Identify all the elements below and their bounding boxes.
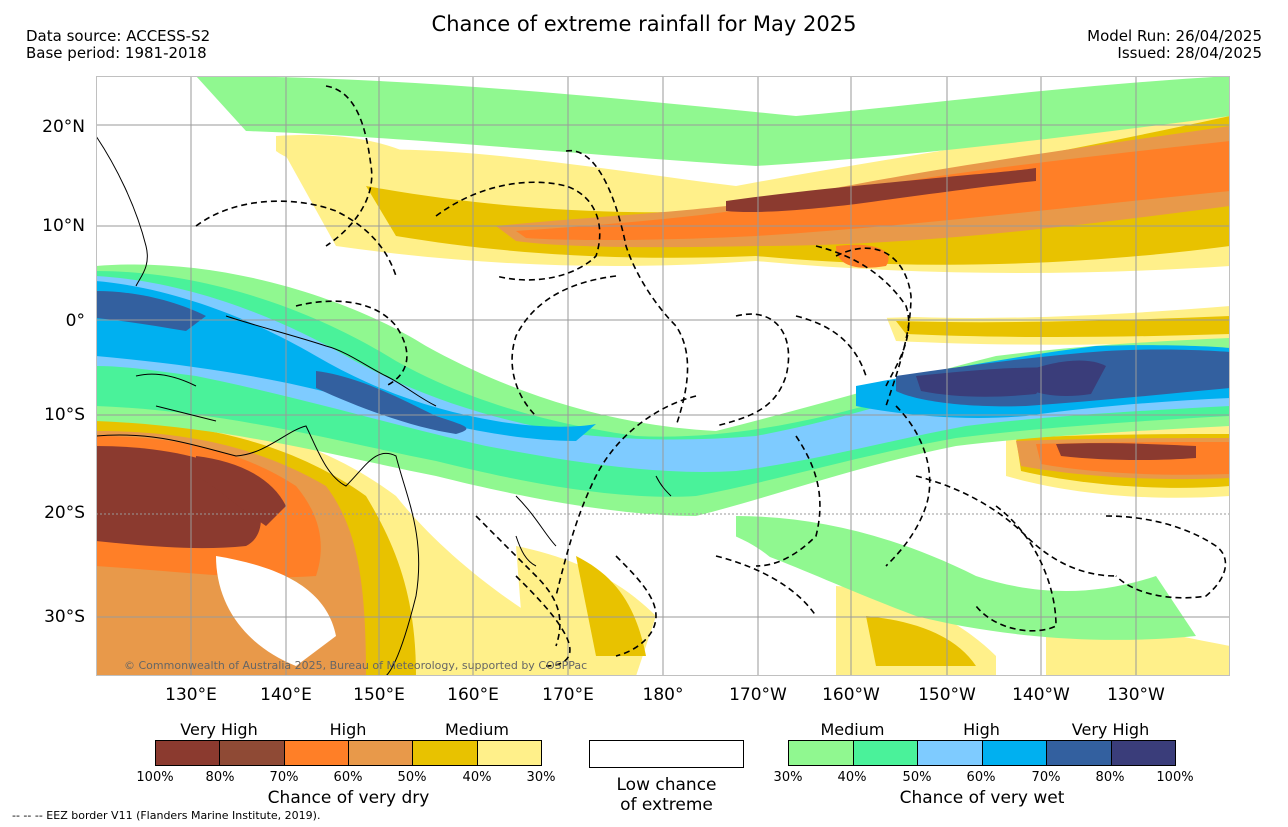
dry-tick-70: 70%: [269, 770, 299, 785]
dry-swatch-40-30: [477, 741, 541, 765]
eez-borders: [195, 85, 1227, 667]
copyright-text: © Commonwealth of Australia 2025, Bureau…: [124, 659, 588, 672]
dry-tick-100: 100%: [136, 770, 174, 785]
wet-legend-title: Chance of very wet: [899, 788, 1065, 808]
map-title: Chance of extreme rainfall for May 2025: [431, 12, 857, 36]
dry-category-high: High: [329, 720, 367, 739]
data-source-text: Data source: ACCESS-S2: [26, 27, 211, 45]
wet-tick-70: 70%: [1031, 770, 1061, 785]
lon-label-170e: 170°E: [542, 685, 594, 705]
dry-swatch-80-70: [220, 741, 285, 765]
lon-label-140w: 140°W: [1012, 685, 1070, 705]
low-chance-swatch: [589, 740, 744, 768]
lon-label-180: 180°: [642, 685, 684, 705]
dry-colorbar: [155, 740, 542, 766]
lon-label-160e: 160°E: [447, 685, 499, 705]
lon-label-160w: 160°W: [822, 685, 880, 705]
wet-tick-100: 100%: [1156, 770, 1194, 785]
lat-label-0: 0°: [65, 311, 85, 331]
very-high-dry-zones: [96, 168, 1196, 549]
dry-legend-title: Chance of very dry: [267, 788, 430, 808]
wet-category-high: High: [963, 720, 1000, 739]
wet-tick-50: 50%: [902, 770, 932, 785]
low-chance-label-line1: Low chance: [616, 775, 717, 795]
issued-text: Issued: 28/04/2025: [1117, 44, 1262, 62]
dry-tick-30: 30%: [526, 770, 556, 785]
dry-tick-80: 80%: [205, 770, 235, 785]
lat-label-20n: 20°N: [42, 117, 85, 137]
dry-tick-40: 40%: [462, 770, 492, 785]
rainfall-map: [96, 76, 1230, 676]
wet-swatch-50-60: [918, 741, 983, 765]
model-run-text: Model Run: 26/04/2025: [1087, 27, 1262, 45]
dry-swatch-60-50: [348, 741, 414, 765]
lon-label-140e: 140°E: [260, 685, 312, 705]
wet-colorbar: [788, 740, 1176, 766]
dry-tick-50: 50%: [397, 770, 427, 785]
coastlines: [96, 135, 672, 676]
lat-label-10n: 10°N: [42, 216, 85, 236]
wet-category-medium: Medium: [820, 720, 885, 739]
low-chance-label-line2: of extreme: [620, 795, 713, 815]
wet-swatch-30-40: [789, 741, 854, 765]
lat-label-10s: 10°S: [44, 405, 85, 425]
lon-label-150e: 150°E: [353, 685, 405, 705]
dry-category-medium: Medium: [445, 720, 509, 739]
lon-label-150w: 150°W: [918, 685, 976, 705]
wet-swatch-60-70: [982, 741, 1047, 765]
lon-label-130w: 130°W: [1107, 685, 1165, 705]
dry-swatch-70-60: [284, 741, 349, 765]
extreme-wet-zones: [916, 360, 1106, 397]
grid-lines: [96, 76, 1230, 676]
lat-label-30s: 30°S: [44, 607, 85, 627]
lon-label-130e: 130°E: [165, 685, 217, 705]
lat-label-20s: 20°S: [44, 503, 85, 523]
wet-swatch-80-100: [1111, 741, 1175, 765]
low-chance-zones: [216, 274, 946, 666]
wet-tick-30: 30%: [773, 770, 803, 785]
base-period-text: Base period: 1981-2018: [26, 44, 207, 62]
wet-swatch-70-80: [1047, 741, 1112, 765]
wet-swatch-40-50: [853, 741, 918, 765]
wet-tick-60: 60%: [966, 770, 996, 785]
dry-category-very-high: Very High: [180, 720, 258, 739]
eez-border-note: -- -- -- EEZ border V11 (Flanders Marine…: [12, 809, 321, 822]
dry-swatch-50-40: [413, 741, 478, 765]
dry-tick-60: 60%: [333, 770, 363, 785]
lon-label-170w: 170°W: [729, 685, 787, 705]
wet-tick-80: 80%: [1095, 770, 1125, 785]
wet-tick-40: 40%: [837, 770, 867, 785]
wet-category-very-high: Very High: [1071, 720, 1150, 739]
dry-swatch-100-80: [156, 741, 221, 765]
